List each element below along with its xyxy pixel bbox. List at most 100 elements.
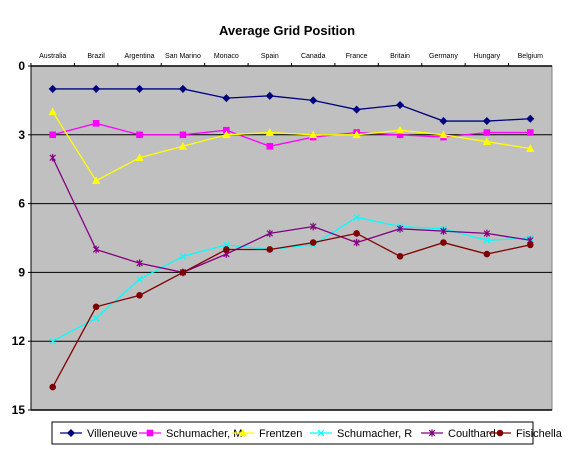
data-point-fisichella (309, 239, 317, 246)
data-point-fisichella (483, 250, 491, 258)
legend-entry-villeneuve: Villeneuve (60, 428, 138, 440)
data-point-fisichella (179, 269, 187, 276)
x-tick-label: Canada (301, 53, 326, 60)
x-tick-label: France (346, 53, 368, 60)
data-point-villeneuve (222, 94, 231, 103)
y-tick-label: 12 (12, 334, 26, 348)
y-tick-label: 15 (12, 403, 26, 417)
data-point-fisichella (353, 230, 360, 237)
data-point-fisichella (266, 246, 274, 253)
y-tick-label: 0 (18, 59, 25, 73)
y-axis-ticks: 0 3 6 9 12 15 (12, 59, 31, 417)
data-point-frentzen (91, 176, 101, 184)
series-fisichella (49, 230, 534, 391)
x-tick-label: San Marino (165, 53, 201, 60)
data-point-coulthard (440, 227, 447, 235)
series-line-schumacher-r (52, 216, 531, 342)
data-point-villeneuve (396, 100, 405, 109)
plot-area (30, 65, 553, 411)
data-point-frentzen (48, 107, 57, 116)
data-point-coulthard (396, 225, 404, 233)
legend-label: Schumacher, M (166, 428, 242, 440)
x-axis-ticks: Australia Brazil Argentina San Marino Monaco… (30, 53, 543, 66)
x-tick-label: Hungary (474, 53, 501, 60)
data-point-villeneuve (178, 84, 187, 93)
data-point-villeneuve (265, 91, 274, 100)
x-tick-label: Monaco (214, 53, 239, 60)
data-point-frentzen (178, 141, 188, 150)
x-tick-label: Argentina (125, 53, 155, 60)
data-point-schumacher-r (136, 276, 143, 283)
data-point-villeneuve (482, 117, 491, 126)
x-tick-label: Germany (429, 53, 458, 60)
legend-entry-schumacher-m: Schumacher, M (139, 428, 242, 440)
data-point-villeneuve (48, 84, 57, 93)
data-point-villeneuve (92, 84, 101, 93)
legend-marker (66, 428, 76, 438)
legend-label: Schumacher, R (337, 428, 412, 440)
data-point-schumacher-m (49, 131, 57, 139)
data-point-coulthard (353, 238, 360, 247)
data-point-schumacher-r (92, 315, 100, 322)
data-point-schumacher-m (136, 131, 143, 139)
data-point-fisichella (223, 246, 230, 253)
data-point-schumacher-r (353, 214, 360, 221)
data-point-coulthard (309, 222, 317, 231)
series-villeneuve (48, 84, 535, 126)
series-line-coulthard (52, 157, 531, 274)
x-tick-label: Spain (261, 53, 279, 60)
data-point-coulthard (266, 229, 274, 238)
legend-marker (317, 429, 325, 437)
data-point-frentzen (395, 125, 405, 134)
data-point-fisichella (440, 239, 447, 246)
data-point-schumacher-r (483, 237, 491, 244)
data-point-fisichella (49, 383, 57, 391)
data-point-villeneuve (439, 117, 448, 126)
y-tick-label: 3 (18, 128, 25, 142)
data-point-villeneuve (352, 105, 361, 114)
legend-entry-coulthard: Coulthard (421, 428, 496, 440)
legend-entry-fisichella: Fisichella (489, 428, 563, 440)
data-point-fisichella (396, 253, 404, 260)
legend-label: Villeneuve (87, 428, 138, 440)
data-point-schumacher-r (179, 253, 187, 260)
legend: Villeneuve Schumacher, M Frentzen Schumache… (51, 421, 563, 445)
legend-box (51, 421, 534, 445)
data-point-schumacher-m (92, 120, 100, 127)
y-tick-label: 9 (18, 265, 25, 279)
data-point-coulthard (49, 153, 56, 162)
data-point-frentzen (526, 144, 535, 152)
data-point-fisichella (92, 303, 100, 311)
legend-marker (146, 429, 154, 437)
data-point-frentzen (482, 137, 492, 145)
data-point-villeneuve (309, 96, 318, 105)
data-point-frentzen (352, 130, 361, 139)
data-point-coulthard (136, 259, 143, 268)
series-layer (48, 84, 535, 391)
series-line-frentzen (52, 111, 531, 182)
data-point-fisichella (136, 292, 143, 299)
legend-marker (238, 428, 248, 437)
legend-label: Coulthard (448, 428, 496, 440)
y-tick-label: 6 (18, 197, 25, 211)
series-line-villeneuve (52, 88, 531, 122)
data-point-villeneuve (526, 114, 535, 123)
data-point-schumacher-m (526, 129, 534, 136)
x-tick-label: Britain (390, 53, 410, 60)
data-point-schumacher-r (49, 337, 56, 345)
legend-entry-schumacher-r: Schumacher, R (310, 428, 412, 440)
legend-marker (496, 429, 504, 437)
data-point-schumacher-m (266, 142, 274, 150)
data-point-frentzen (222, 130, 231, 139)
data-point-frentzen (265, 128, 274, 136)
series-frentzen (48, 107, 535, 184)
data-point-coulthard (483, 229, 491, 238)
data-point-coulthard (92, 245, 100, 254)
x-tick-label: Belgium (518, 53, 543, 60)
series-line-fisichella (52, 232, 531, 388)
legend-label: Fisichella (516, 428, 563, 440)
x-tick-label: Brazil (87, 53, 105, 60)
data-point-schumacher-m (179, 131, 187, 139)
chart-title: Average Grid Position (219, 23, 355, 38)
